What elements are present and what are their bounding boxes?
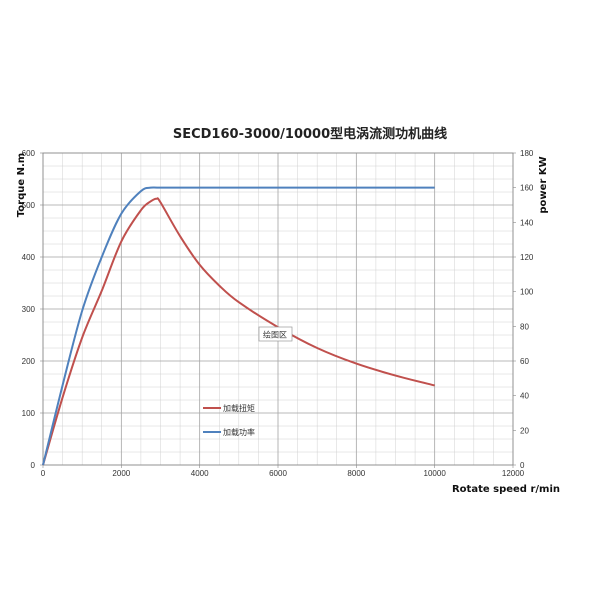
y-tick-label: 300 <box>22 305 36 314</box>
tick-labels: 0 2000 4000 6000 8000 10000 120000100200300400… <box>22 149 534 478</box>
grid <box>42 152 514 466</box>
y-axis-label: Torque N.m <box>16 153 27 217</box>
plot-area-tag-text: 绘图区 <box>263 330 287 340</box>
y-tick-label: 200 <box>22 357 36 366</box>
x-axis-label: Rotate speed r/min <box>452 484 560 495</box>
y2-tick-label: 40 <box>520 392 529 401</box>
y2-tick-label: 140 <box>520 218 534 227</box>
y-tick-label: 100 <box>22 409 36 418</box>
x-tick-label: 4000 <box>191 469 209 478</box>
x-tick-label: 8000 <box>347 469 365 478</box>
y2-tick-label: 160 <box>520 184 534 193</box>
y-tick-label: 500 <box>22 201 36 210</box>
plot-area-tag-box <box>258 326 293 342</box>
x-tick-label: 10000 <box>424 469 447 478</box>
y2-tick-label: 120 <box>520 253 534 262</box>
y-tick-label: 400 <box>22 253 36 262</box>
y-tick-label: 600 <box>22 149 36 158</box>
x-tick-label: 12000 <box>502 469 525 478</box>
series-lines <box>42 186 435 466</box>
series-line-1 <box>42 186 435 466</box>
plot-area-tag: 绘图区 <box>258 326 293 342</box>
y2-axis-label: power KW <box>538 156 549 213</box>
y2-tick-label: 20 <box>520 426 529 435</box>
x-tick-label: 6000 <box>269 469 287 478</box>
y2-tick-label: 60 <box>520 357 529 366</box>
y2-tick-label: 0 <box>520 461 525 470</box>
x-tick-label: 2000 <box>112 469 130 478</box>
y2-tick-label: 100 <box>520 288 534 297</box>
series-line-0 <box>42 197 435 466</box>
legend-label-0: 加载扭矩 <box>223 403 255 413</box>
x-tick-label: 0 <box>41 469 46 478</box>
y2-tick-label: 180 <box>520 149 534 158</box>
y-tick-label: 0 <box>31 461 36 470</box>
chart-title: SECD160-3000/10000型电涡流测功机曲线 <box>173 126 447 142</box>
legend-label-1: 加载功率 <box>223 427 255 437</box>
y2-tick-label: 80 <box>520 322 529 331</box>
